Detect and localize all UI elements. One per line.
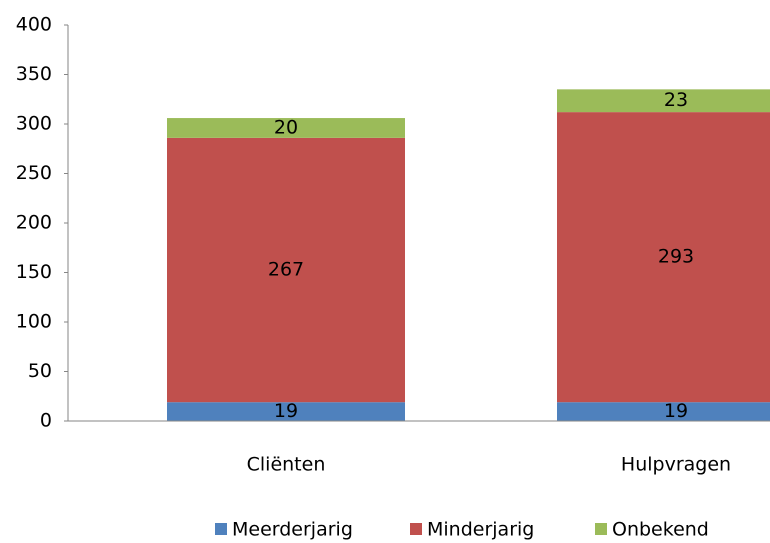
y-tick-label: 150 — [16, 261, 52, 283]
bar-segment — [167, 137, 405, 403]
bar-segment — [167, 402, 405, 421]
legend-label: Onbekend — [612, 519, 709, 541]
legend-swatch — [410, 523, 422, 535]
bar-segment — [557, 89, 770, 113]
legend-swatch — [215, 523, 227, 535]
data-label: 293 — [658, 246, 694, 268]
bar-segment — [557, 402, 770, 421]
x-tick-label: Cliënten — [247, 454, 326, 476]
y-tick-label: 100 — [16, 311, 52, 333]
data-label: 267 — [268, 259, 304, 281]
x-tick-label: Hulpvragen — [621, 454, 731, 476]
y-tick-label: 300 — [16, 113, 52, 135]
bar-segment — [167, 118, 405, 138]
legend-label: Meerderjarig — [232, 519, 353, 541]
y-tick-label: 0 — [40, 410, 52, 432]
y-tick-label: 250 — [16, 162, 52, 184]
data-label: 20 — [274, 116, 298, 138]
bar-segment — [557, 112, 770, 403]
data-label: 19 — [274, 400, 298, 422]
data-label: 23 — [664, 89, 688, 111]
data-label: 19 — [664, 400, 688, 422]
y-tick-label: 350 — [16, 63, 52, 85]
y-tick-label: 200 — [16, 212, 52, 234]
y-tick-label: 400 — [16, 14, 52, 36]
y-tick-label: 50 — [28, 360, 52, 382]
legend-label: Minderjarig — [427, 519, 534, 541]
legend-swatch — [595, 523, 607, 535]
